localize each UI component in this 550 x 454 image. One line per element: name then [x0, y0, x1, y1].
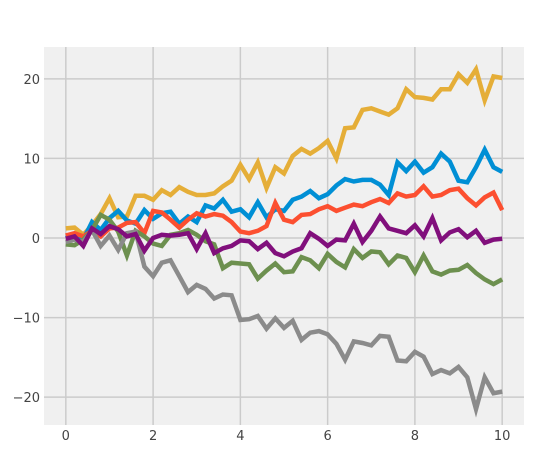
series-line-1	[65, 63, 503, 238]
y-axis-tick-labels: −20 −10 0 10 20	[13, 73, 40, 406]
y-tick-label: −10	[13, 312, 40, 327]
x-tick-label: 2	[149, 429, 157, 444]
series-line-6	[65, 212, 503, 259]
y-tick-label: 20	[23, 73, 40, 88]
series-lines	[65, 63, 505, 418]
x-tick-label: 0	[62, 429, 70, 444]
series-line-2	[65, 144, 504, 243]
y-tick-label: −20	[13, 391, 40, 406]
series-line-4	[65, 211, 504, 287]
y-tick-label: 0	[32, 232, 40, 247]
x-axis-tick-labels: 0 2 4 6 8 10	[62, 429, 511, 444]
x-tick-label: 4	[236, 429, 244, 444]
y-tick-label: 10	[23, 152, 40, 167]
x-tick-label: 6	[323, 429, 331, 444]
plot-area	[44, 47, 524, 425]
x-tick-label: 10	[494, 429, 511, 444]
series-line-3	[65, 182, 505, 240]
x-tick-label: 8	[411, 429, 419, 444]
